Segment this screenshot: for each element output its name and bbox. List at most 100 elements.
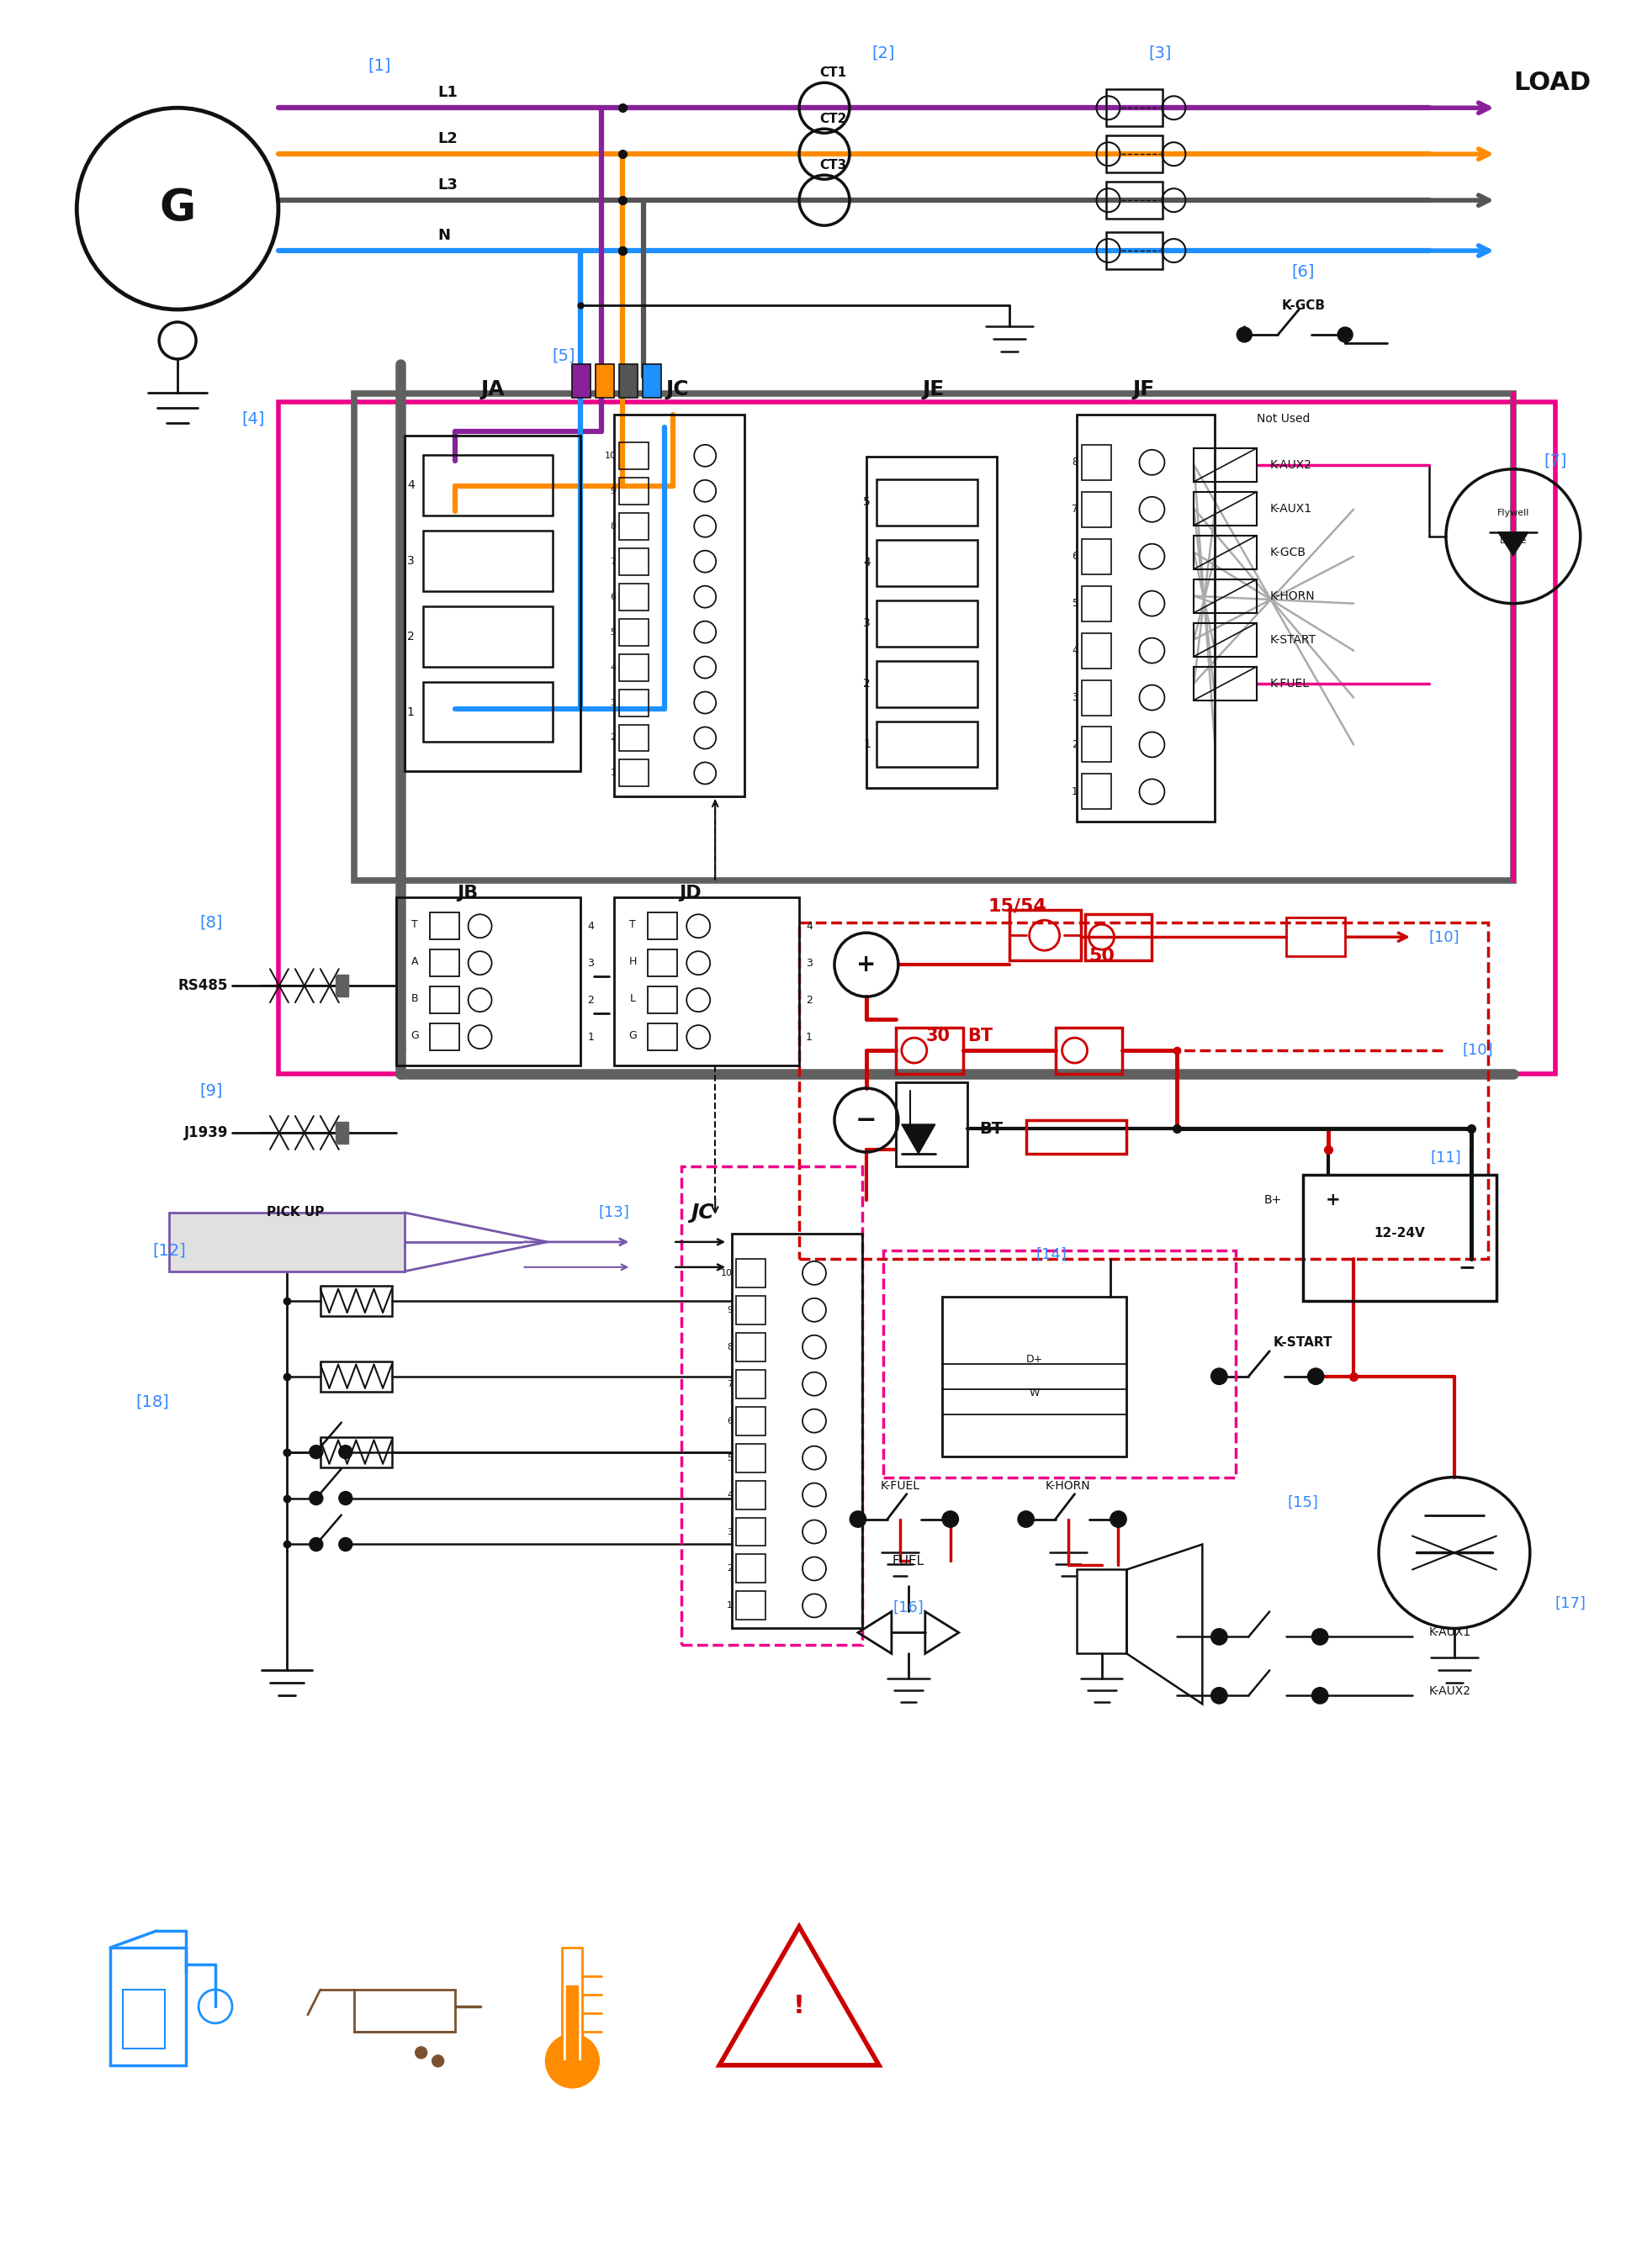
Bar bbox=[430, 987, 460, 1014]
Bar bbox=[1194, 624, 1258, 655]
Text: K-AUX2: K-AUX2 bbox=[1429, 1685, 1471, 1696]
Circle shape bbox=[432, 2055, 443, 2066]
Bar bbox=[619, 653, 649, 680]
Text: +: + bbox=[857, 953, 877, 978]
Circle shape bbox=[338, 1538, 353, 1551]
Text: [5]: [5] bbox=[552, 347, 576, 363]
Text: 1: 1 bbox=[806, 1032, 813, 1043]
Bar bbox=[573, 365, 591, 397]
Text: K-GCB: K-GCB bbox=[1281, 299, 1325, 311]
Text: 7: 7 bbox=[1072, 503, 1079, 515]
Text: !: ! bbox=[793, 1994, 805, 2019]
Text: 5: 5 bbox=[864, 497, 870, 508]
Text: 6: 6 bbox=[727, 1418, 732, 1424]
Bar bbox=[1082, 773, 1110, 810]
Text: T: T bbox=[410, 919, 417, 930]
Text: [10]: [10] bbox=[1463, 1043, 1494, 1057]
Bar bbox=[1077, 1569, 1126, 1653]
Bar bbox=[566, 1984, 578, 2062]
Bar bbox=[404, 435, 581, 771]
Bar bbox=[736, 1442, 765, 1472]
Bar bbox=[1010, 909, 1080, 962]
Text: 1: 1 bbox=[864, 739, 870, 751]
Bar bbox=[619, 365, 637, 397]
Text: L2: L2 bbox=[438, 132, 458, 147]
Text: [13]: [13] bbox=[599, 1204, 631, 1220]
Circle shape bbox=[309, 1445, 323, 1458]
Bar bbox=[800, 923, 1488, 1259]
Bar bbox=[649, 1023, 678, 1050]
Text: [17]: [17] bbox=[1555, 1597, 1586, 1610]
Bar bbox=[619, 723, 649, 751]
Bar bbox=[619, 760, 649, 787]
Text: 2: 2 bbox=[588, 996, 594, 1005]
Text: 6: 6 bbox=[611, 592, 616, 601]
Text: 30: 30 bbox=[926, 1027, 951, 1046]
Bar bbox=[736, 1592, 765, 1619]
Text: JC: JC bbox=[691, 1202, 714, 1222]
Bar bbox=[279, 401, 1555, 1075]
Bar bbox=[424, 683, 553, 742]
Text: K-FUEL: K-FUEL bbox=[1269, 678, 1309, 689]
Text: 10: 10 bbox=[604, 451, 616, 460]
Text: [10]: [10] bbox=[1429, 930, 1460, 943]
Text: 3: 3 bbox=[806, 957, 813, 968]
Bar bbox=[883, 1250, 1236, 1476]
Text: 4: 4 bbox=[1072, 644, 1079, 655]
Text: FUEL: FUEL bbox=[892, 1556, 924, 1567]
Circle shape bbox=[338, 1492, 353, 1506]
Text: 1: 1 bbox=[407, 705, 414, 717]
Text: 1: 1 bbox=[611, 769, 616, 778]
Text: G: G bbox=[410, 1030, 419, 1041]
Text: 1: 1 bbox=[727, 1601, 732, 1610]
Text: K-HORN: K-HORN bbox=[1046, 1479, 1090, 1492]
Bar bbox=[1082, 585, 1110, 621]
Bar bbox=[1026, 1120, 1126, 1154]
Text: 3: 3 bbox=[1072, 692, 1079, 703]
Bar bbox=[320, 1361, 392, 1393]
Circle shape bbox=[1338, 327, 1353, 342]
Bar bbox=[320, 1438, 392, 1467]
Text: 4: 4 bbox=[727, 1490, 732, 1499]
Bar bbox=[320, 1286, 392, 1315]
Text: 3: 3 bbox=[727, 1529, 732, 1535]
Text: PICK UP: PICK UP bbox=[266, 1207, 323, 1218]
Text: JA: JA bbox=[481, 379, 504, 399]
Bar bbox=[1194, 578, 1258, 612]
Bar bbox=[1194, 535, 1258, 569]
Text: [18]: [18] bbox=[136, 1393, 169, 1408]
Text: [6]: [6] bbox=[1292, 263, 1315, 279]
Bar bbox=[619, 442, 649, 469]
Text: K-FUEL: K-FUEL bbox=[880, 1479, 920, 1492]
Circle shape bbox=[309, 1538, 323, 1551]
Bar bbox=[123, 1989, 164, 2048]
Bar bbox=[169, 1213, 404, 1272]
Bar bbox=[424, 456, 553, 515]
Text: K-AUX2: K-AUX2 bbox=[1269, 458, 1312, 472]
Text: JD: JD bbox=[678, 885, 701, 903]
Circle shape bbox=[415, 2046, 427, 2059]
Bar bbox=[1105, 136, 1163, 172]
Bar bbox=[877, 601, 977, 646]
Bar bbox=[619, 619, 649, 646]
Circle shape bbox=[1212, 1370, 1227, 1383]
Text: 7: 7 bbox=[727, 1379, 732, 1388]
Bar bbox=[614, 898, 800, 1066]
Text: L1: L1 bbox=[438, 86, 458, 100]
Bar bbox=[1082, 680, 1110, 714]
Bar bbox=[649, 912, 678, 939]
Text: K-START: K-START bbox=[1274, 1336, 1333, 1349]
Bar bbox=[877, 721, 977, 767]
Text: 3: 3 bbox=[407, 556, 414, 567]
Text: 3: 3 bbox=[864, 617, 870, 628]
Text: JC: JC bbox=[665, 379, 690, 399]
Circle shape bbox=[1309, 1370, 1323, 1383]
Text: Not Used: Not Used bbox=[1258, 413, 1310, 424]
Bar bbox=[736, 1370, 765, 1397]
Text: 8: 8 bbox=[727, 1343, 732, 1352]
Bar bbox=[1105, 181, 1163, 218]
Bar bbox=[681, 1166, 862, 1644]
Circle shape bbox=[1018, 1510, 1033, 1526]
Text: 9: 9 bbox=[611, 488, 616, 494]
Bar bbox=[1194, 492, 1258, 526]
